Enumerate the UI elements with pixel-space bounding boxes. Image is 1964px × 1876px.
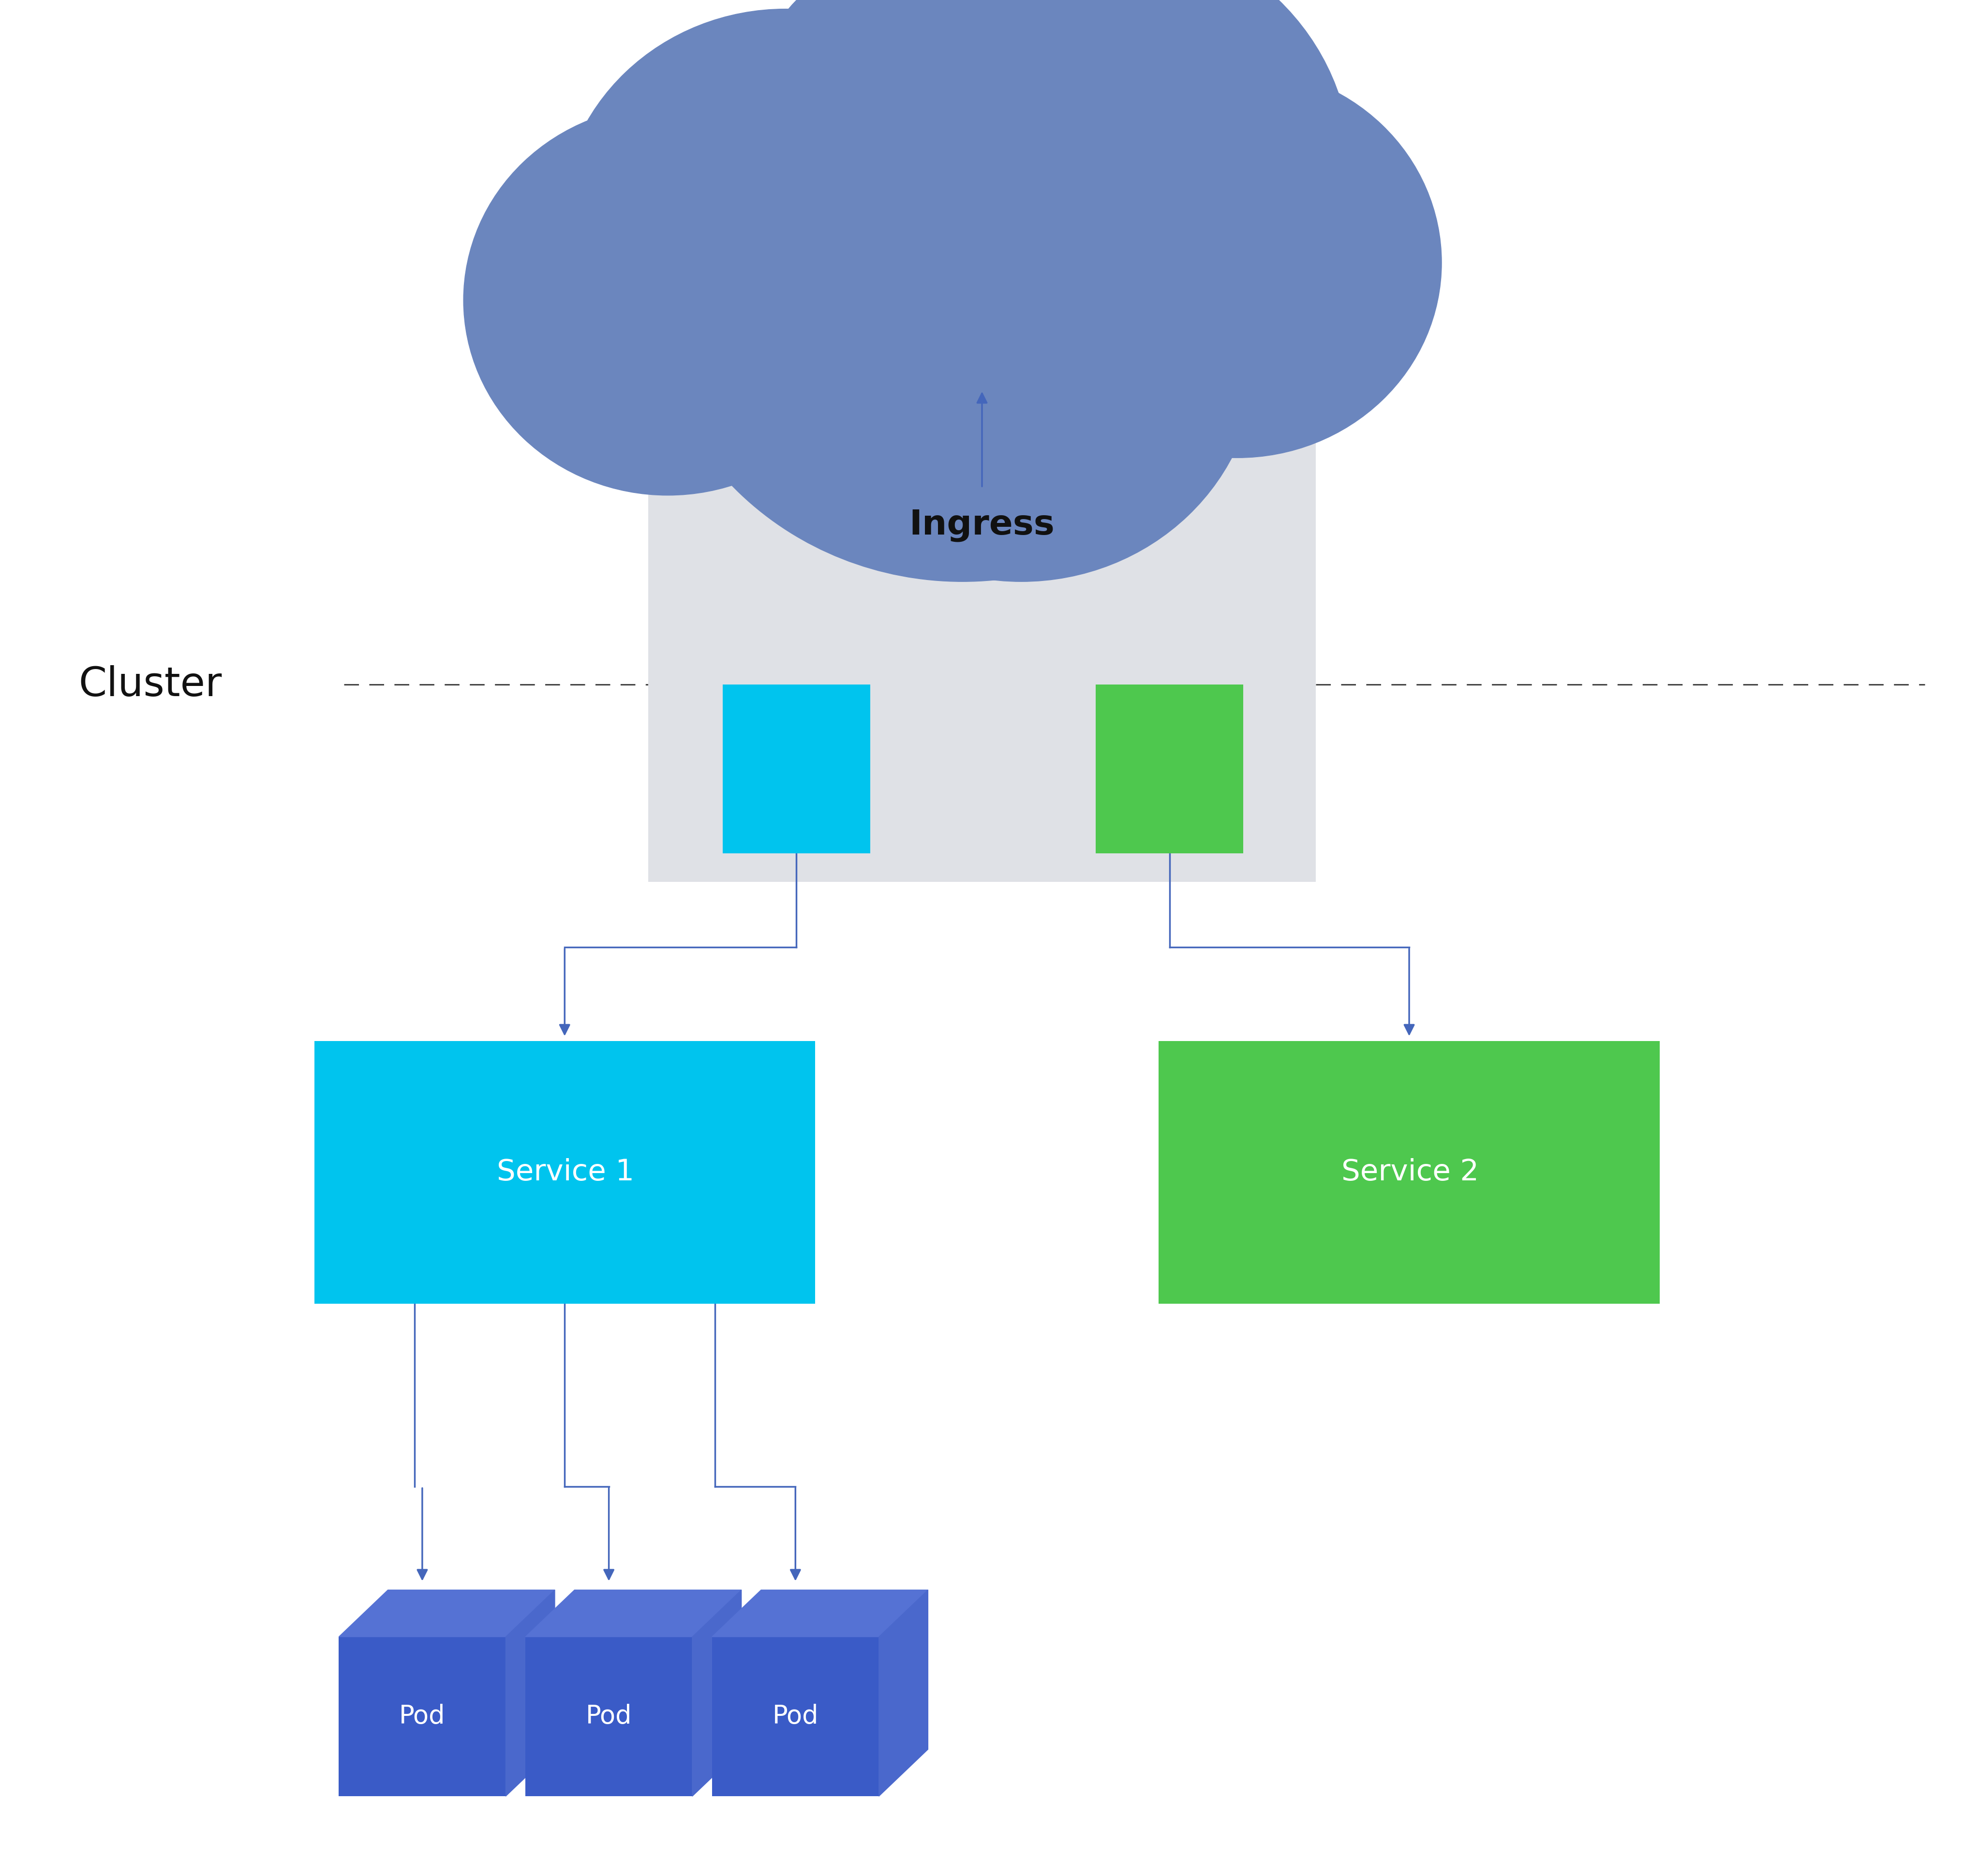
Polygon shape	[524, 1591, 742, 1636]
Polygon shape	[507, 1591, 554, 1797]
Circle shape	[648, 0, 1277, 582]
Circle shape	[848, 0, 1351, 409]
Text: Service 1: Service 1	[497, 1157, 634, 1188]
FancyBboxPatch shape	[524, 1636, 691, 1797]
Text: Ingress: Ingress	[909, 508, 1055, 542]
Text: Pod: Pod	[585, 1703, 632, 1730]
FancyBboxPatch shape	[1096, 685, 1243, 854]
Text: Pod: Pod	[772, 1703, 819, 1730]
Text: Cluster: Cluster	[79, 666, 222, 704]
Polygon shape	[338, 1591, 554, 1636]
Polygon shape	[713, 1591, 927, 1636]
Text: Service 2: Service 2	[1341, 1157, 1479, 1188]
Polygon shape	[691, 1591, 742, 1797]
Circle shape	[1033, 68, 1442, 458]
FancyBboxPatch shape	[713, 1636, 880, 1797]
Polygon shape	[880, 1591, 927, 1797]
Text: Pod: Pod	[399, 1703, 446, 1730]
FancyBboxPatch shape	[338, 1636, 507, 1797]
FancyBboxPatch shape	[314, 1041, 815, 1304]
FancyBboxPatch shape	[1159, 1041, 1660, 1304]
FancyBboxPatch shape	[648, 394, 1316, 882]
Circle shape	[786, 131, 1257, 582]
FancyBboxPatch shape	[723, 685, 870, 854]
Circle shape	[750, 0, 1096, 278]
Circle shape	[464, 105, 872, 495]
Circle shape	[560, 9, 1011, 441]
